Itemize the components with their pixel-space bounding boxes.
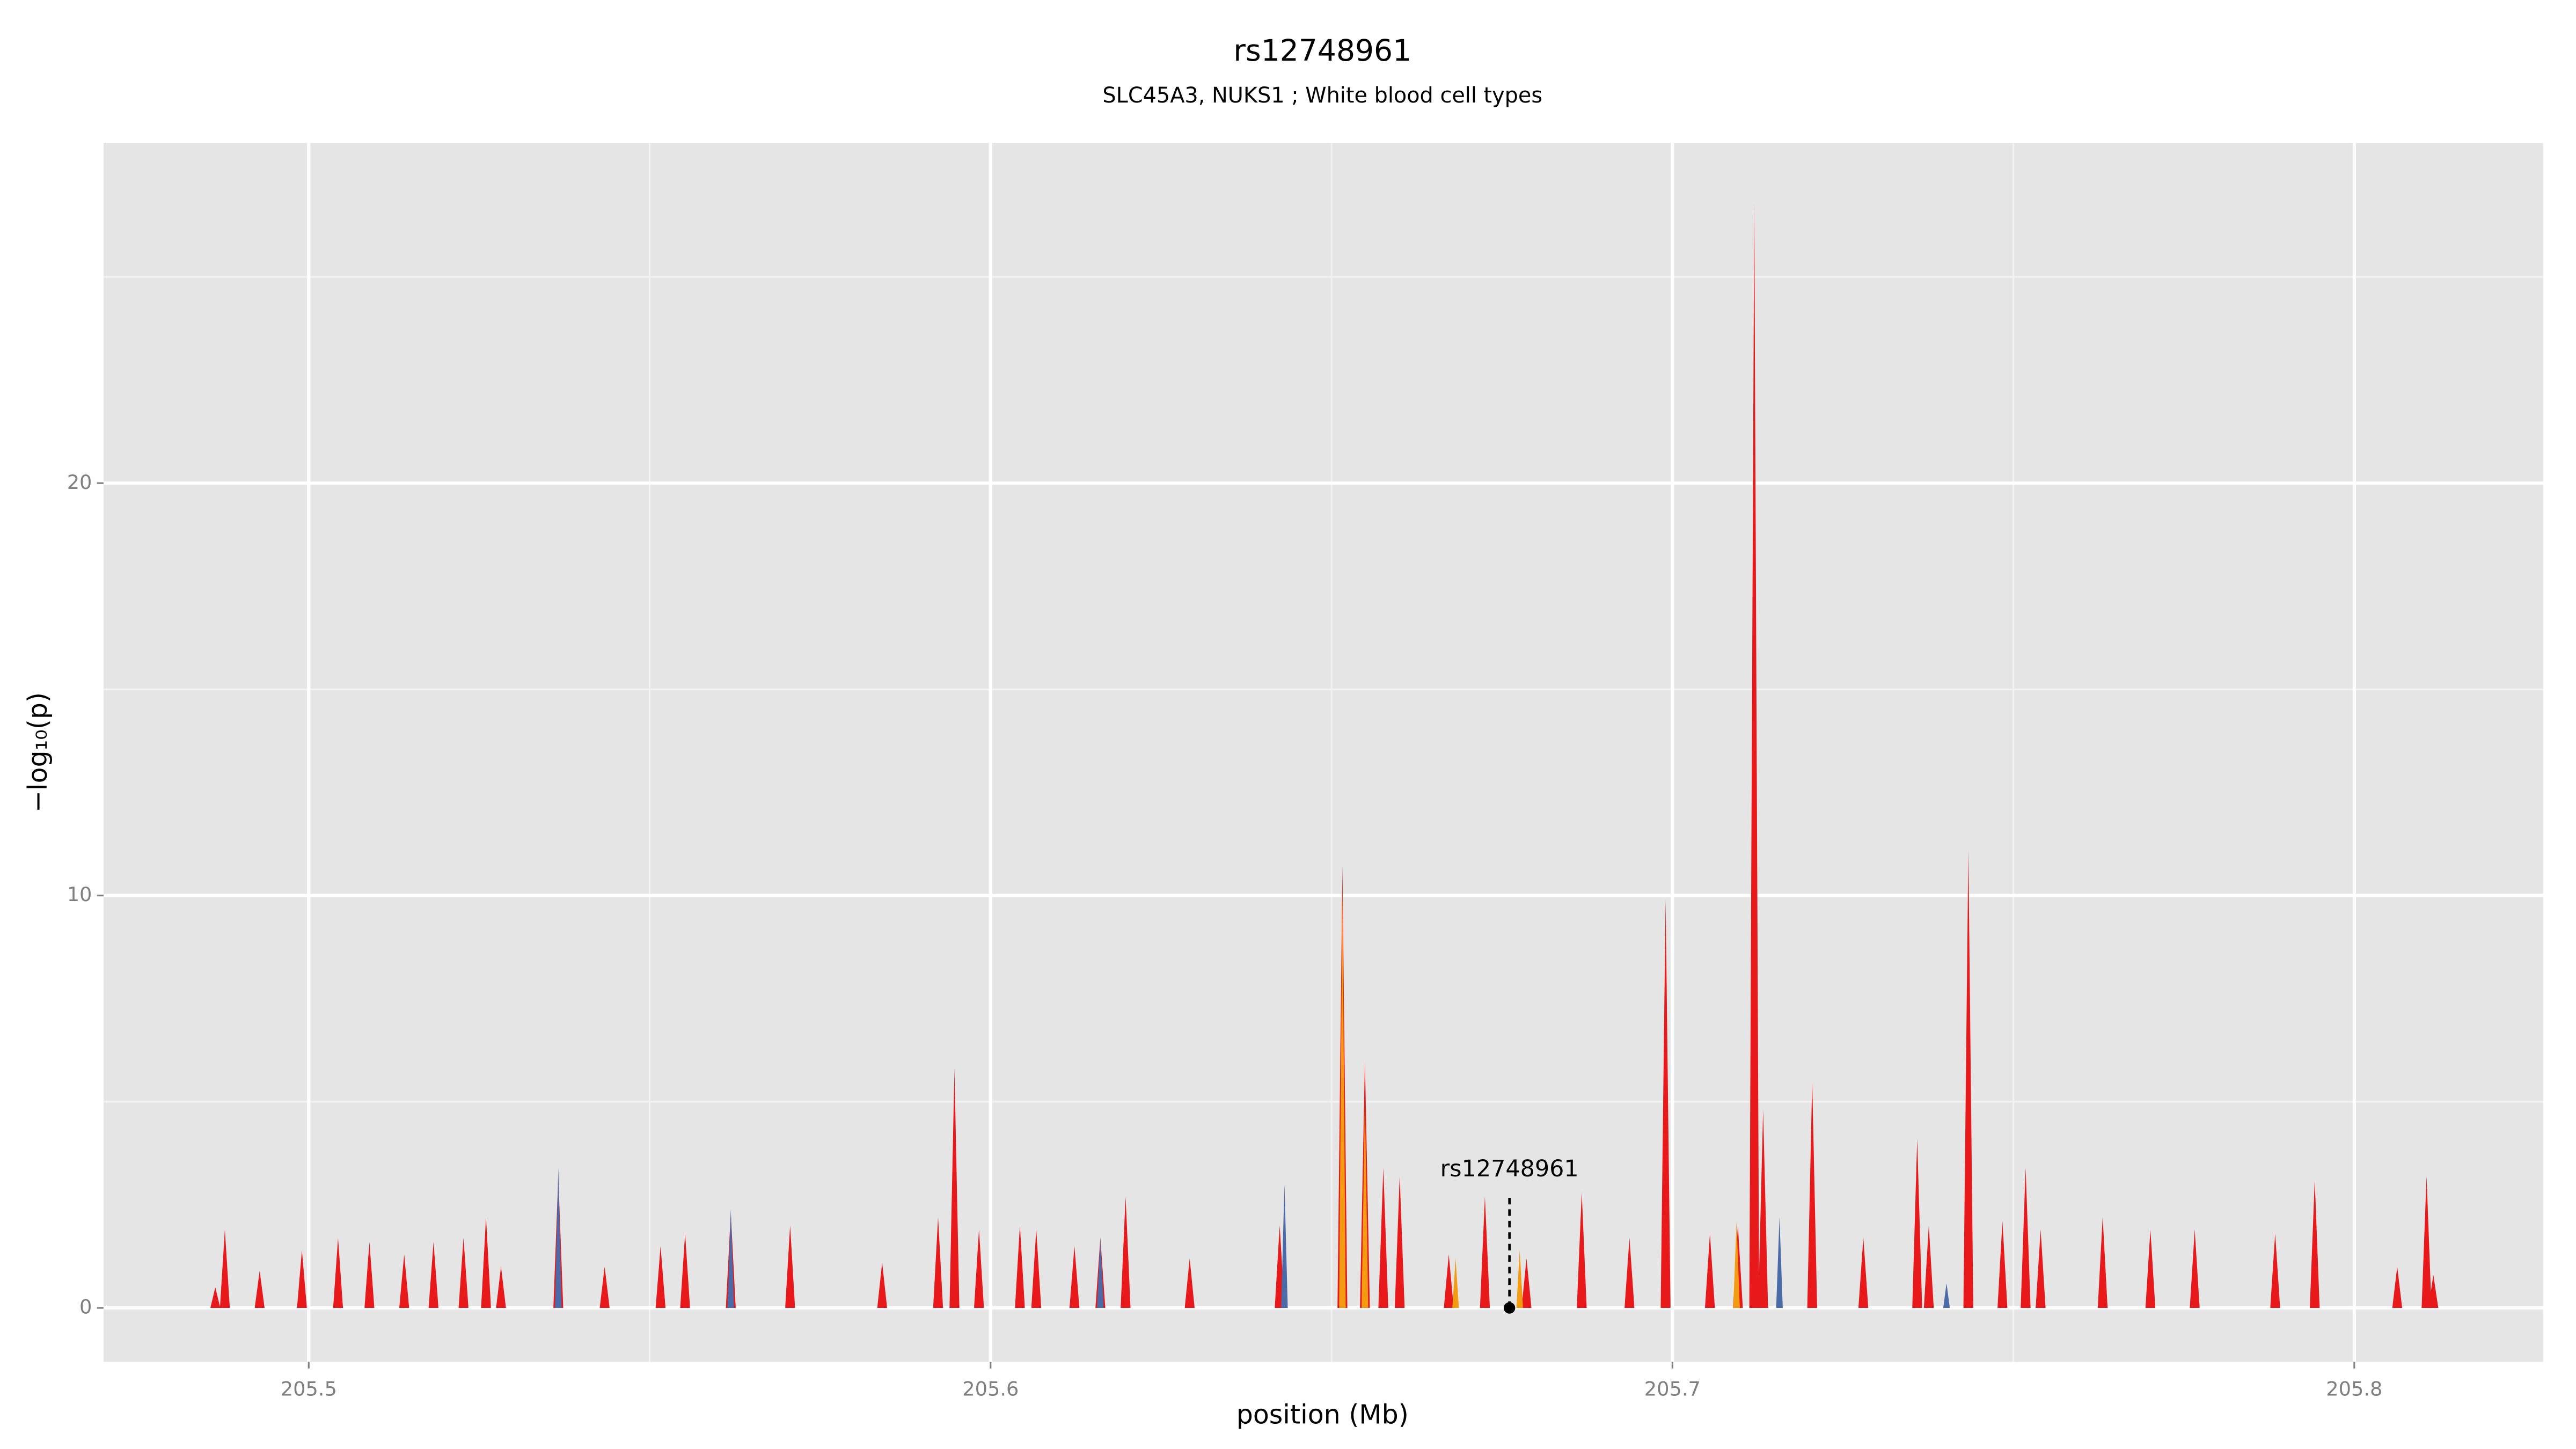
- spike: [2145, 1230, 2156, 1308]
- spike: [496, 1267, 506, 1308]
- y-tick-label: 20: [67, 471, 92, 494]
- chart-title: rs12748961: [1233, 33, 1411, 68]
- spike: [1943, 1283, 1950, 1308]
- spike: [2309, 1180, 2320, 1308]
- spike: [399, 1254, 409, 1308]
- spike: [1577, 1192, 1587, 1308]
- spike: [2421, 1176, 2432, 1308]
- spike: [1660, 899, 1671, 1308]
- spike: [1963, 850, 1973, 1308]
- spike: [458, 1238, 469, 1308]
- spike: [1444, 1254, 1454, 1308]
- spike: [1923, 1225, 1934, 1308]
- spike: [1749, 202, 1759, 1308]
- spike: [2097, 1217, 2108, 1308]
- spike: [1339, 887, 1346, 1308]
- spike: [599, 1267, 610, 1308]
- spike: [1521, 1258, 1532, 1308]
- x-tick-label: 205.8: [2326, 1377, 2382, 1400]
- plot-panel: [103, 143, 2543, 1362]
- spike: [333, 1238, 343, 1308]
- chart-subtitle: SLC45A3, NUKS1 ; White blood cell types: [1102, 83, 1542, 108]
- y-axis-label: −log₁₀(p): [23, 692, 53, 813]
- x-tick-label: 205.7: [1644, 1377, 1701, 1400]
- spike: [1776, 1217, 1783, 1308]
- spike: [1705, 1233, 1715, 1308]
- x-tick-label: 205.5: [281, 1377, 337, 1400]
- spike: [481, 1217, 491, 1308]
- spike: [210, 1287, 221, 1308]
- spike: [1997, 1221, 2008, 1308]
- y-tick-label: 0: [79, 1296, 92, 1319]
- spike: [428, 1242, 438, 1308]
- spike: [680, 1233, 690, 1308]
- spike: [974, 1230, 984, 1308]
- spike: [2036, 1230, 2046, 1308]
- spike: [1858, 1238, 1869, 1308]
- spike: [555, 1167, 562, 1308]
- spike: [1184, 1258, 1195, 1308]
- spike: [1733, 1221, 1740, 1308]
- spike: [297, 1250, 307, 1308]
- spike: [2392, 1267, 2403, 1308]
- annotation-label: rs12748961: [1440, 1155, 1579, 1182]
- spike: [1378, 1167, 1388, 1308]
- spike: [727, 1209, 734, 1308]
- spike: [1912, 1139, 1922, 1308]
- spike: [1121, 1196, 1131, 1308]
- spike: [2270, 1233, 2280, 1308]
- spike: [1069, 1246, 1080, 1308]
- spike: [1394, 1176, 1405, 1308]
- spike: [1362, 1101, 1368, 1308]
- spike: [1015, 1225, 1025, 1308]
- annotation-point: [1503, 1302, 1516, 1314]
- spike: [1758, 1110, 1768, 1308]
- spike: [1624, 1238, 1635, 1308]
- spike: [949, 1069, 960, 1308]
- spike: [254, 1270, 265, 1308]
- spike: [785, 1225, 795, 1308]
- spike: [1031, 1230, 1042, 1308]
- spike: [219, 1230, 230, 1308]
- spike: [1516, 1250, 1523, 1308]
- x-axis-label: position (Mb): [1236, 1399, 1409, 1430]
- spike: [655, 1246, 666, 1308]
- spike: [2190, 1230, 2200, 1308]
- spike: [1097, 1238, 1104, 1308]
- x-tick-label: 205.6: [962, 1377, 1019, 1400]
- spike: [2021, 1167, 2031, 1308]
- spike: [1807, 1081, 1817, 1308]
- spike: [1281, 1184, 1288, 1308]
- spike: [2428, 1275, 2439, 1308]
- spike: [877, 1262, 887, 1308]
- y-tick-label: 10: [67, 883, 92, 906]
- spike: [933, 1217, 943, 1308]
- spike: [364, 1242, 375, 1308]
- spike: [1480, 1196, 1490, 1308]
- spike: [1452, 1258, 1459, 1308]
